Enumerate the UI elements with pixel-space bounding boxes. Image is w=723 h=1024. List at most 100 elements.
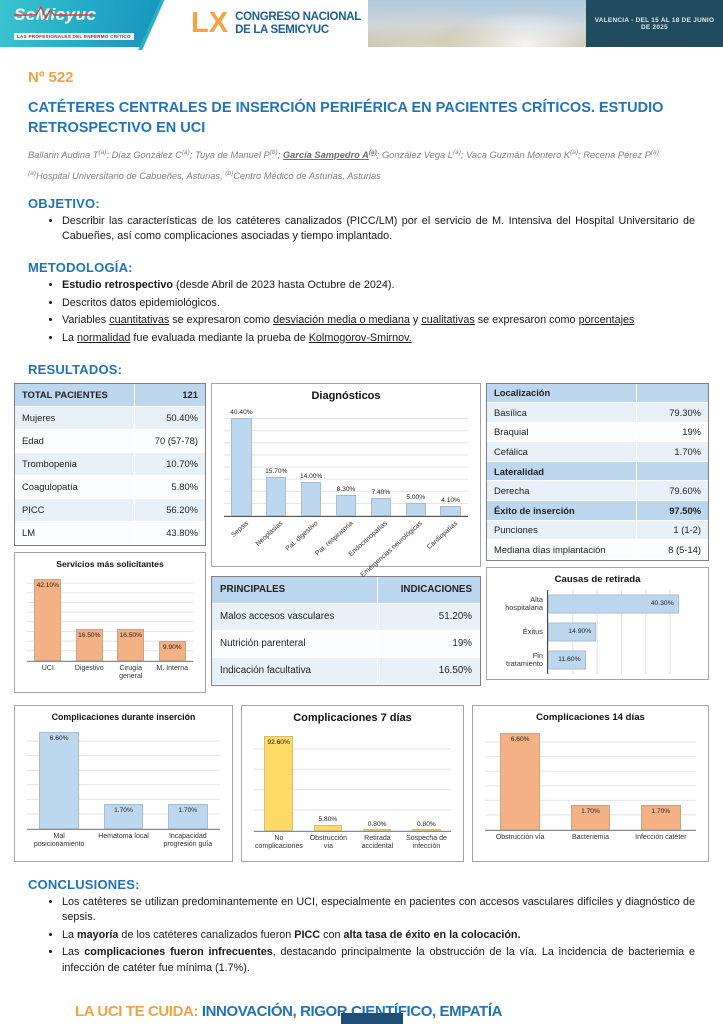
bar-value-label: 5.00% [406,494,426,502]
x-axis-label: Sepsis [224,517,259,563]
objetivo-list: Describir las características de los cat… [28,214,695,245]
bar-slot: 1.70% [626,728,696,830]
bar-value-label: 1.70% [651,807,671,815]
author-affiliation-mark: (a) [570,148,579,156]
chart-title: Complicaciones 7 días [293,711,412,724]
table-cell: 70 (57-78) [134,429,205,453]
author-name: González Vega L [381,149,453,160]
causas-retirada-chart: Causas de retirada Alta hospitalaria 40.30… [486,566,709,680]
author-affiliation-mark: (a) [452,148,461,156]
table-cell: Mediana días implantación [487,540,638,560]
chart-bar [335,495,357,516]
results-col-3: Localización Basílica 79.30% Braquial 19% Cef… [486,382,709,693]
table-row: PICC 56.20% [15,498,205,522]
author-affiliation-mark: (a) [98,148,107,156]
conclusiones-heading: CONCLUSIONES: [28,876,140,892]
affiliations-line: (a)Hospital Universitario de Cabueñes, A… [28,169,381,181]
bullet-item: Descritos datos epidemiológicos. [62,296,695,312]
affiliation-mark: (a) [28,169,36,177]
table-row: Mujeres 50.40% [15,406,205,430]
x-axis-label-text: Obstrucción vía [495,833,545,841]
bar-slot: 5.00% [398,407,433,516]
x-axis-labels: Obstrucción vía Bacteriemia Infección caté… [485,833,696,844]
poster-body: Nº 522 CATÉTERES CENTRALES DE INSERCIÓN … [0,47,723,1020]
complicaciones-insercion-chart: Complicaciones durante inserción 6.60% 1.7… [14,704,233,862]
table-row: Malos accesos vasculares 51.20% [212,603,480,631]
table-row: Edad 70 (57-78) [15,429,205,453]
indicaciones-table: PRINCIPALES INDICACIONES Malos accesos vas… [211,575,481,686]
x-axis-label: No complicaciones [254,834,304,853]
text-segment: La [62,331,78,344]
table-cell: PICC [15,498,135,522]
venue-banner: VALENCIA - DEL 15 AL 18 DE JUNIO DE 2025 [586,0,723,47]
text-segment: desviación media o mediana [273,314,410,327]
text-segment: normalidad [77,331,131,344]
ecg-line-icon [14,5,92,20]
table-row: Éxito de inserción 97.50% [487,501,708,521]
text-segment: (desde Abril de 2023 hasta Octubre de 20… [173,278,395,291]
x-axis-label-text: Mal posicionamiento [33,832,85,848]
bar-slot: 0.80% [402,729,451,831]
table-row: Cefálica 1.70% [487,442,708,462]
authors-line: Ballarin Audina T(a); Díaz González C(a)… [28,148,659,160]
chart-plot-area: 42.10% 16.50% 16.50% 9.90% [27,573,193,662]
footer-text: INNOVACIÓN, RIGOR CIENTÍFICO, EMPATÍA [198,1002,503,1020]
chart-bar [158,641,186,661]
x-axis-label: Pat. digestivo [284,517,329,563]
congress-name: CONGRESO NACIONAL DE LA SEMICYUC [235,11,361,36]
bar-slot: 14.00% [294,407,329,516]
x-axis-label: Infección catéter [626,833,696,844]
chart-bar [641,804,681,830]
bar-slot: 5.80% [303,729,352,831]
bullet-item: Los catéteres se utilizan predominanteme… [62,895,695,926]
table-cell: 43.80% [134,521,205,545]
x-axis-label-text: Sospecha de infección [406,834,447,850]
servicios-chart: Servicios más solicitantes 42.10% 16.50% 16… [14,551,206,693]
chart-bar [231,417,252,516]
chart-bar [412,828,441,831]
author-affiliation-mark: (a) [368,148,377,156]
bullet-item: Describir las características de los cat… [62,214,695,245]
congress-number: LX [191,7,229,39]
x-axis-label-text: Incapacidad progresión guía [163,832,213,848]
text-segment: complicaciones fueron infrecuentes [84,946,273,959]
table-cell: 121 [134,383,205,407]
table-cell: Malos accesos vasculares [212,603,379,631]
complicaciones-14dias-chart: Complicaciones 14 días 6.60% 1.70% 1.70% Obs… [472,704,709,862]
metodologia-list: Estudio retrospectivo (desde Abril de 20… [28,278,695,347]
chart-bar [370,497,391,516]
table-cell: 50.40% [134,406,205,430]
congress-header: SeMicyuc LAS PROFESIONALES DEL ENFERMO C… [0,0,723,50]
hbar-row: Alta hospitalaria 40.30% [495,589,694,618]
x-axis-label-text: Obstrucción vía [309,834,348,850]
bar-value-label: 0.80% [367,820,387,828]
chart-plot-area: 6.60% 1.70% 1.70% [27,726,220,830]
author-name: Ballarin Audina T [28,149,99,160]
table-row: Lateralidad [487,461,708,482]
table-cell: 56.20% [134,498,205,522]
table-cell: Mujeres [15,406,135,430]
chart-bar: 14.90% [548,622,597,642]
bar-slot: 42.10% [27,574,69,661]
author-name: Recena Pérez P [583,149,651,160]
author-affiliation-mark: (b) [269,148,278,156]
metodologia-heading: METODOLOGÍA: [28,259,133,275]
resultados-heading: RESULTADOS: [28,361,123,377]
bar-value-label: 14.00% [299,472,323,480]
author-name: Vaca Guzmán Montero K [466,149,571,160]
table-cell: 19% [378,630,480,658]
author-name: Díaz González C [111,149,182,160]
table-cell: 79.60% [637,481,708,502]
x-axis-label-text: Bacteriemia [572,833,609,841]
bar-track: 14.90% [547,617,694,646]
table-cell: 5.80% [134,475,205,499]
table-cell: 10.70% [134,452,205,476]
chart-bar [117,628,145,661]
table-cell: INDICACIONES [378,576,480,604]
bar-slot: 6.60% [485,728,555,830]
text-segment: , destacando principalmente la obstrucci… [62,946,696,975]
y-axis-label: Fin tratamiento [506,650,543,668]
author-affiliation-mark: (a) [181,148,190,156]
bar-value-label: 40.40% [230,408,253,416]
table-cell [637,461,708,482]
